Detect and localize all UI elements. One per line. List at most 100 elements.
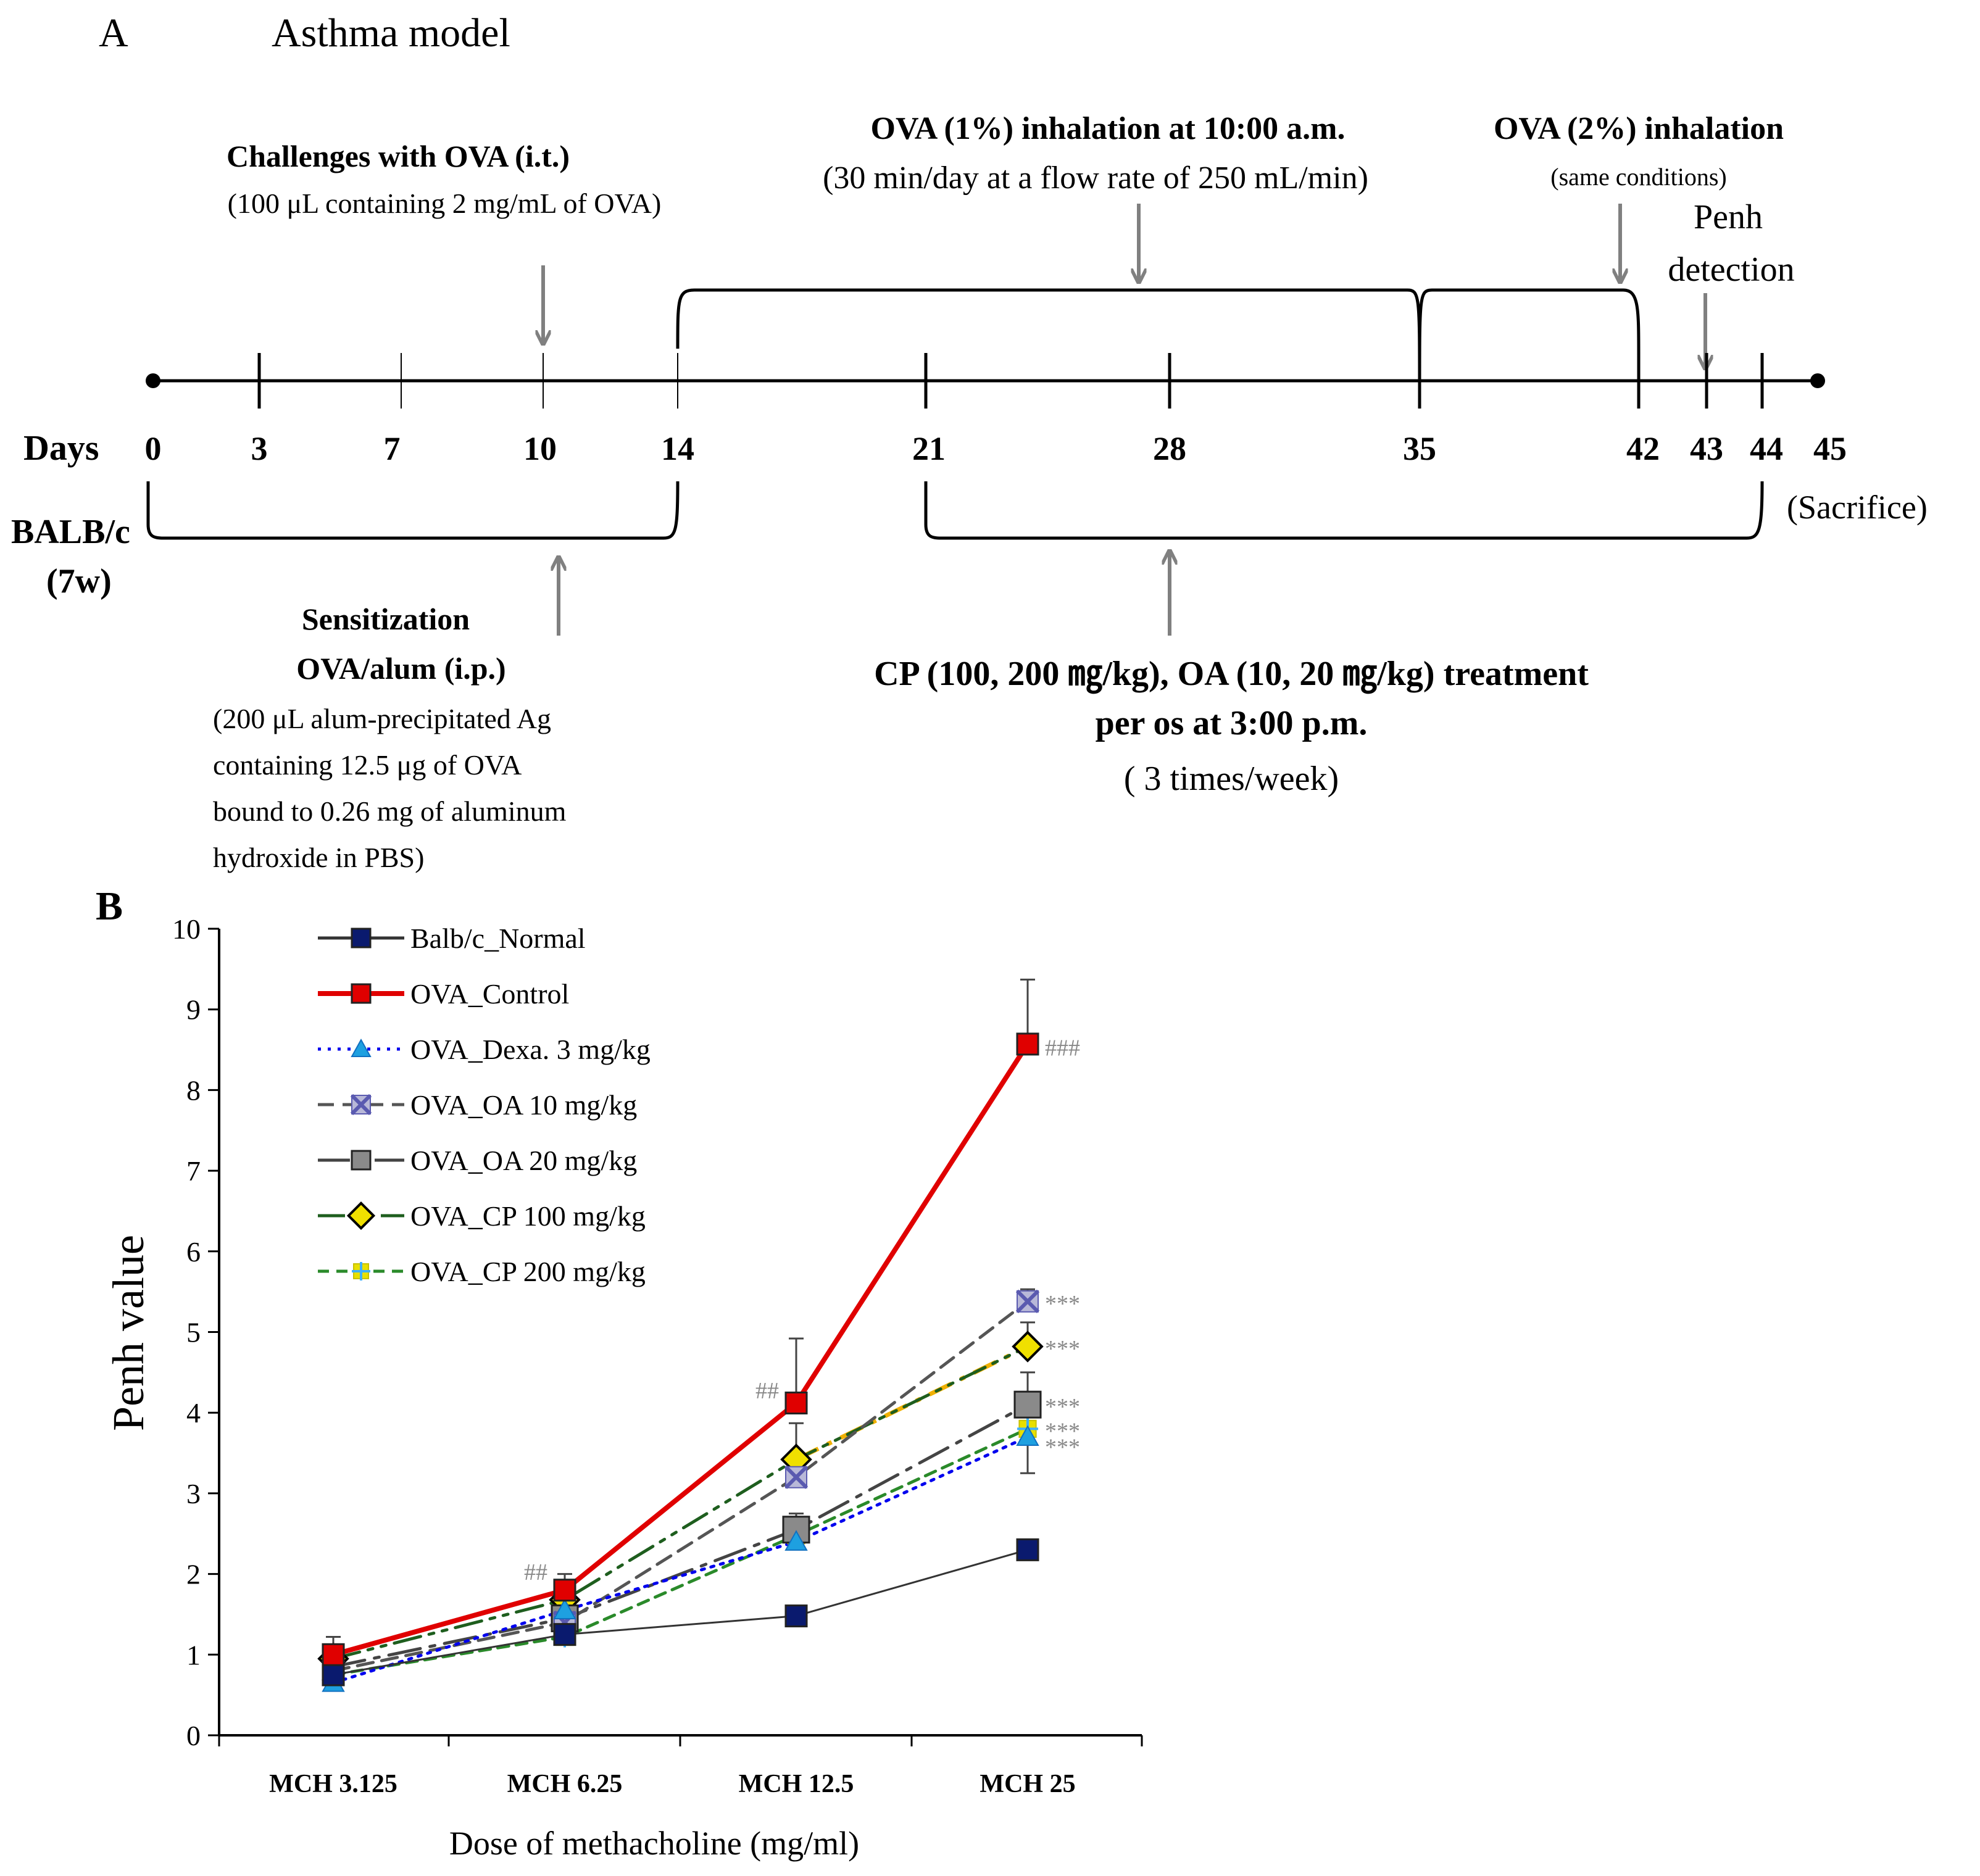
sensitization-bracket — [146, 481, 680, 540]
panel-b-letter: B — [96, 884, 123, 929]
legend-marker-cross — [350, 1094, 372, 1116]
legend-label: OVA_CP 100 mg/kg — [410, 1200, 646, 1232]
data-point — [1016, 1425, 1039, 1446]
data-point — [784, 1604, 808, 1628]
data-point — [1016, 1032, 1039, 1056]
sensitization-detail: containing 12.5 μg of OVA — [213, 749, 522, 781]
challenge-title: Challenges with OVA (i.t.) — [227, 139, 570, 173]
y-tick-label: 10 — [172, 913, 201, 945]
significance-label: ## — [755, 1378, 779, 1404]
panel-a-title: Asthma model — [272, 10, 510, 56]
penh-label-2: detection — [1668, 251, 1794, 289]
significance-label: *** — [1045, 1418, 1080, 1444]
legend-label: OVA_Dexa. 3 mg/kg — [410, 1034, 651, 1065]
series-line — [331, 1041, 1030, 1658]
data-point — [1013, 1390, 1042, 1419]
day-label: 10 — [523, 430, 557, 467]
data-point — [784, 1392, 808, 1415]
legend-item: OVA_CP 100 mg/kg — [318, 1200, 646, 1232]
legend-marker — [346, 1201, 376, 1231]
significance-label: *** — [1045, 1336, 1080, 1362]
legend-label: Balb/c_Normal — [410, 923, 586, 954]
legend-marker — [351, 1038, 372, 1057]
sensitization-title: Sensitization — [302, 602, 470, 636]
legend-item: Balb/c_Normal — [318, 923, 586, 954]
treatment-bracket — [924, 481, 1764, 540]
day-label: 44 — [1750, 430, 1783, 467]
sensitization-detail: bound to 0.26 mg of aluminum — [213, 795, 567, 827]
extra-segment — [795, 1344, 1029, 1462]
day-label: 28 — [1153, 430, 1186, 467]
legend-item: OVA_OA 10 mg/kg — [318, 1089, 637, 1121]
strain-label: BALB/c — [11, 513, 130, 551]
inhalation-1-detail: (30 min/day at a flow rate of 250 mL/min… — [823, 160, 1368, 196]
data-point — [553, 1598, 576, 1620]
data-point-cross — [784, 1465, 809, 1489]
significance-label: *** — [1045, 1394, 1080, 1420]
y-tick-label: 2 — [186, 1559, 201, 1590]
x-tick-label: MCH 6.25 — [507, 1770, 623, 1798]
x-tick-label: MCH 25 — [980, 1770, 1075, 1798]
data-point — [1012, 1330, 1044, 1363]
data-point — [322, 1643, 345, 1666]
day-label: 42 — [1626, 430, 1660, 467]
legend-item: OVA_CP 200 mg/kg — [318, 1256, 646, 1287]
data-point — [553, 1579, 576, 1602]
series-line — [331, 1435, 1030, 1685]
legend-item: OVA_Control — [318, 978, 569, 1010]
y-tick-label: 9 — [186, 994, 201, 1026]
day-label: 21 — [912, 430, 946, 467]
legend-item: OVA_OA 20 mg/kg — [318, 1145, 637, 1176]
challenge-detail: (100 μL containing 2 mg/mL of OVA) — [228, 188, 662, 219]
inhalation-2-title: OVA (2%) inhalation — [1494, 111, 1784, 146]
inhalation-1-title: OVA (1%) inhalation at 10:00 a.m. — [871, 111, 1346, 146]
treatment-line-3: ( 3 times/week) — [1124, 760, 1339, 798]
y-tick-label: 7 — [186, 1155, 201, 1187]
y-tick-label: 6 — [186, 1236, 201, 1268]
data-point — [553, 1623, 576, 1646]
legend-label: OVA_CP 200 mg/kg — [410, 1256, 646, 1287]
days-label: Days — [23, 428, 99, 468]
legend-marker — [351, 1150, 372, 1171]
inhalation-2-detail: (same conditions) — [1550, 163, 1727, 191]
significance-label: ## — [524, 1559, 547, 1585]
inhalation-2-bracket — [1418, 288, 1641, 389]
panel-a-letter: A — [99, 10, 128, 56]
y-tick-label: 1 — [186, 1639, 201, 1671]
y-tick-label: 0 — [186, 1720, 201, 1751]
timeline — [146, 353, 1825, 409]
significance-label: *** — [1045, 1291, 1080, 1317]
x-tick-label: MCH 12.5 — [739, 1770, 854, 1798]
series-line — [331, 1345, 1030, 1661]
day-label: 3 — [251, 430, 268, 467]
strain-age-label: (7w) — [46, 562, 112, 600]
legend-marker — [351, 928, 372, 948]
y-tick-label: 5 — [186, 1317, 201, 1348]
y-tick-label: 3 — [186, 1478, 201, 1509]
x-axis-label: Dose of methacholine (mg/ml) — [449, 1825, 859, 1862]
legend-label: OVA_Control — [410, 978, 569, 1010]
significance-label: *** — [1045, 1434, 1080, 1460]
day-labels: 0 3 7 10 14 21 28 35 42 43 44 45 — [145, 430, 1847, 467]
day-label: 45 — [1813, 430, 1847, 467]
legend-item: OVA_Dexa. 3 mg/kg — [318, 1034, 651, 1065]
sensitization-detail: hydroxide in PBS) — [213, 842, 424, 873]
day-label: 43 — [1690, 430, 1723, 467]
sacrifice-label: (Sacrifice) — [1787, 489, 1928, 526]
series-line — [331, 1403, 1030, 1669]
day-label: 0 — [145, 430, 162, 467]
inhalation-1-bracket — [676, 288, 1421, 389]
data-point — [322, 1663, 345, 1687]
y-axis-label: Penh value — [104, 1235, 153, 1431]
day-label: 7 — [384, 430, 401, 467]
day-label: 14 — [661, 430, 694, 467]
sensitization-detail: (200 μL alum-precipitated Ag — [213, 703, 551, 734]
y-tick-label: 4 — [186, 1397, 201, 1429]
x-tick-label: MCH 3.125 — [269, 1770, 397, 1798]
legend-label: OVA_OA 20 mg/kg — [410, 1145, 637, 1176]
legend-marker — [351, 983, 372, 1004]
significance-label: ### — [1045, 1036, 1080, 1061]
series-line — [331, 1427, 1030, 1677]
legend-label: OVA_OA 10 mg/kg — [410, 1089, 637, 1121]
